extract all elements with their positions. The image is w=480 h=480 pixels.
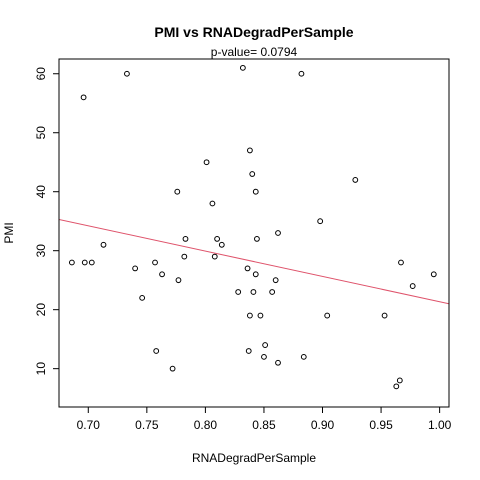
x-tick-label: 0.95: [369, 418, 393, 432]
data-point: [124, 70, 130, 77]
x-tick-label: 0.85: [252, 418, 276, 432]
data-point: [430, 271, 437, 278]
data-point: [247, 312, 253, 319]
data-point: [396, 377, 403, 384]
data-point: [250, 289, 257, 295]
data-point: [398, 259, 404, 266]
data-point: [352, 177, 359, 183]
data-point: [203, 159, 210, 166]
x-tick-label: 0.70: [77, 418, 101, 432]
data-point: [214, 235, 221, 242]
data-point: [269, 289, 276, 295]
data-point: [209, 200, 216, 207]
chart-subtitle: p-value= 0.0794: [211, 45, 298, 59]
regression-line: [59, 218, 449, 305]
data-point: [100, 241, 107, 248]
data-point: [324, 312, 331, 319]
data-point: [132, 265, 139, 272]
data-point: [245, 348, 252, 354]
data-point: [298, 70, 305, 77]
data-point: [381, 312, 388, 319]
y-tick-label: 60: [34, 67, 48, 81]
x-axis: 0.70 0.75 0.80 0.85 0.90 0.95 1.00: [77, 407, 452, 432]
data-point: [218, 241, 225, 248]
data-point: [153, 348, 160, 354]
data-point: [261, 353, 267, 360]
data-point: [254, 235, 260, 242]
data-point: [249, 171, 256, 177]
data-point: [239, 64, 246, 71]
data-point: [159, 271, 165, 278]
y-tick-label: 50: [34, 126, 48, 140]
data-point: [211, 253, 218, 260]
data-point: [182, 235, 189, 242]
y-tick-label: 20: [34, 303, 48, 317]
data-point: [181, 253, 188, 260]
data-point: [252, 271, 259, 278]
x-tick-label: 0.80: [194, 418, 218, 432]
data-point: [68, 259, 75, 266]
plot-area: [59, 64, 449, 390]
data-point: [409, 283, 416, 289]
data-point: [393, 383, 400, 390]
x-axis-label: RNADegradPerSample: [192, 451, 316, 465]
chart-title: PMI vs RNADegradPerSample: [154, 24, 353, 40]
data-point: [272, 277, 279, 284]
data-point: [300, 353, 307, 360]
x-tick-label: 1.00: [428, 418, 452, 432]
x-tick-label: 0.75: [135, 418, 159, 432]
y-axis-label: PMI: [2, 222, 16, 243]
data-point: [88, 259, 95, 266]
data-point: [174, 188, 181, 195]
data-point: [252, 188, 259, 195]
data-point: [247, 147, 253, 154]
data-point: [169, 365, 176, 372]
data-point: [275, 230, 281, 236]
y-axis: 10 20 30 40 50 60: [34, 67, 59, 376]
data-point: [235, 289, 242, 295]
data-point: [80, 94, 87, 101]
y-tick-label: 30: [34, 244, 48, 258]
data-point: [262, 342, 269, 348]
y-tick-label: 10: [34, 362, 48, 376]
x-tick-label: 0.90: [311, 418, 335, 432]
data-point: [81, 259, 88, 266]
data-point: [175, 277, 182, 284]
data-point: [317, 218, 324, 225]
data-point: [257, 312, 264, 319]
plot-frame: [58, 58, 450, 408]
data-point: [244, 265, 251, 272]
data-point: [275, 359, 281, 366]
data-point: [152, 259, 158, 266]
data-point: [139, 294, 146, 301]
y-tick-label: 40: [34, 185, 48, 199]
